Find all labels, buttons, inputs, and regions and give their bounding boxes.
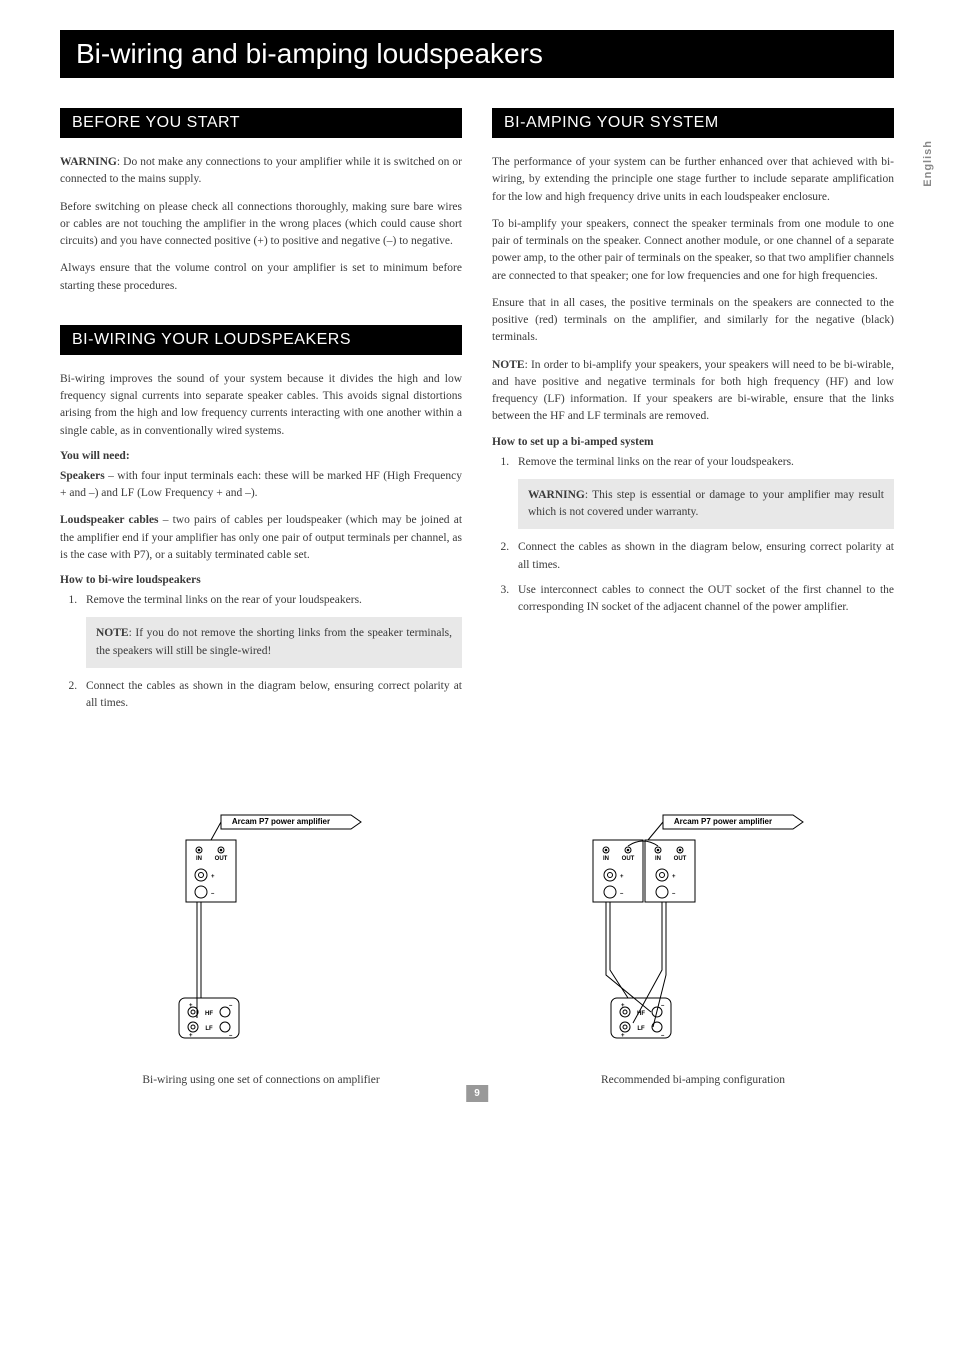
biamp-p2: To bi-amplify your speakers, connect the… <box>492 216 894 285</box>
biwire-note: NOTE: If you do not remove the shorting … <box>86 617 462 668</box>
biamp-svg: Arcam P7 power amplifier IN OUT + – IN <box>553 800 833 1060</box>
biwire-note-lead: NOTE <box>96 627 129 639</box>
before-start-p3: Always ensure that the volume control on… <box>60 260 462 295</box>
amp-label-left: Arcam P7 power amplifier <box>232 817 330 826</box>
biamp-note-lead: NOTE <box>492 359 525 371</box>
biamp-step-3: Use interconnect cables to connect the O… <box>512 582 894 617</box>
warning-lead: WARNING <box>60 156 117 168</box>
you-will-need-heading: You will need: <box>60 450 462 462</box>
biwire-step-1: Remove the terminal links on the rear of… <box>80 592 462 609</box>
biamp-steps-cont: Connect the cables as shown in the diagr… <box>512 539 894 616</box>
svg-text:+: + <box>672 874 676 880</box>
svg-text:–: – <box>672 891 676 897</box>
svg-text:–: – <box>661 1003 665 1009</box>
biamp-p1: The performance of your system can be fu… <box>492 154 894 206</box>
need-speakers-text: – with four input terminals each: these … <box>60 470 462 499</box>
hf-label: HF <box>205 1011 213 1017</box>
need-cables: Loudspeaker cables – two pairs of cables… <box>60 512 462 564</box>
biamp-p4: NOTE: In order to bi-amplify your speake… <box>492 357 894 426</box>
biamp-note-text: : In order to bi-amplify your speakers, … <box>492 359 894 423</box>
how-to-biamp-heading: How to set up a bi-amped system <box>492 436 894 448</box>
diagrams-row: Arcam P7 power amplifier IN OUT + – <box>60 800 894 1086</box>
biamp-warning: WARNING: This step is essential or damag… <box>518 479 894 530</box>
biamp-step-1: Remove the terminal links on the rear of… <box>512 454 894 471</box>
right-column: BI-AMPING YOUR SYSTEM The performance of… <box>492 108 894 720</box>
svg-text:+: + <box>620 874 624 880</box>
hf-label-2: HF <box>637 1011 645 1017</box>
left-column: BEFORE YOU START WARNING: Do not make an… <box>60 108 462 720</box>
content-columns: BEFORE YOU START WARNING: Do not make an… <box>60 108 894 720</box>
language-tab: English <box>922 140 934 187</box>
amp-label-right: Arcam P7 power amplifier <box>674 817 772 826</box>
biamp-step-2: Connect the cables as shown in the diagr… <box>512 539 894 574</box>
heading-before-you-start: BEFORE YOU START <box>60 108 462 138</box>
biwire-caption: Bi-wiring using one set of connections o… <box>60 1074 462 1086</box>
biwire-svg: Arcam P7 power amplifier IN OUT + – <box>131 800 391 1060</box>
lf-label-2: LF <box>637 1026 645 1032</box>
how-to-biwire-heading: How to bi-wire loudspeakers <box>60 574 462 586</box>
need-cables-lead: Loudspeaker cables <box>60 514 159 526</box>
in-label-1: IN <box>603 856 609 862</box>
heading-bi-amping: BI-AMPING YOUR SYSTEM <box>492 108 894 138</box>
svg-text:+: + <box>621 1033 625 1039</box>
lf-label: LF <box>205 1026 213 1032</box>
minus-label: – <box>211 891 215 897</box>
lf-plus: + <box>189 1033 193 1039</box>
biamp-caption: Recommended bi-amping configuration <box>492 1074 894 1086</box>
warning-paragraph: WARNING: Do not make any connections to … <box>60 154 462 189</box>
biamp-steps: Remove the terminal links on the rear of… <box>512 454 894 471</box>
need-speakers-lead: Speakers <box>60 470 105 482</box>
out-label-1: OUT <box>622 856 635 862</box>
out-label: OUT <box>215 856 228 862</box>
biamp-warn-lead: WARNING <box>528 489 585 501</box>
plus-label: + <box>211 874 215 880</box>
diagram-biamp: Arcam P7 power amplifier IN OUT + – IN <box>492 800 894 1086</box>
in-label-2: IN <box>655 856 661 862</box>
diagram-biwire: Arcam P7 power amplifier IN OUT + – <box>60 800 462 1086</box>
biwire-steps: Remove the terminal links on the rear of… <box>80 592 462 609</box>
hf-minus: – <box>229 1003 233 1009</box>
heading-bi-wiring: BI-WIRING YOUR LOUDSPEAKERS <box>60 325 462 355</box>
page-number: 9 <box>466 1085 488 1102</box>
before-start-p2: Before switching on please check all con… <box>60 199 462 251</box>
bi-wiring-p1: Bi-wiring improves the sound of your sys… <box>60 371 462 440</box>
biwire-steps-cont: Connect the cables as shown in the diagr… <box>80 678 462 713</box>
warning-text: : Do not make any connections to your am… <box>60 156 462 185</box>
biamp-p3: Ensure that in all cases, the positive t… <box>492 295 894 347</box>
need-speakers: Speakers – with four input terminals eac… <box>60 468 462 503</box>
in-label: IN <box>196 856 202 862</box>
biwire-step-2: Connect the cables as shown in the diagr… <box>80 678 462 713</box>
svg-text:–: – <box>620 891 624 897</box>
out-label-2: OUT <box>674 856 687 862</box>
page-title: Bi-wiring and bi-amping loudspeakers <box>60 30 894 78</box>
biwire-note-text: : If you do not remove the shorting link… <box>96 627 452 656</box>
